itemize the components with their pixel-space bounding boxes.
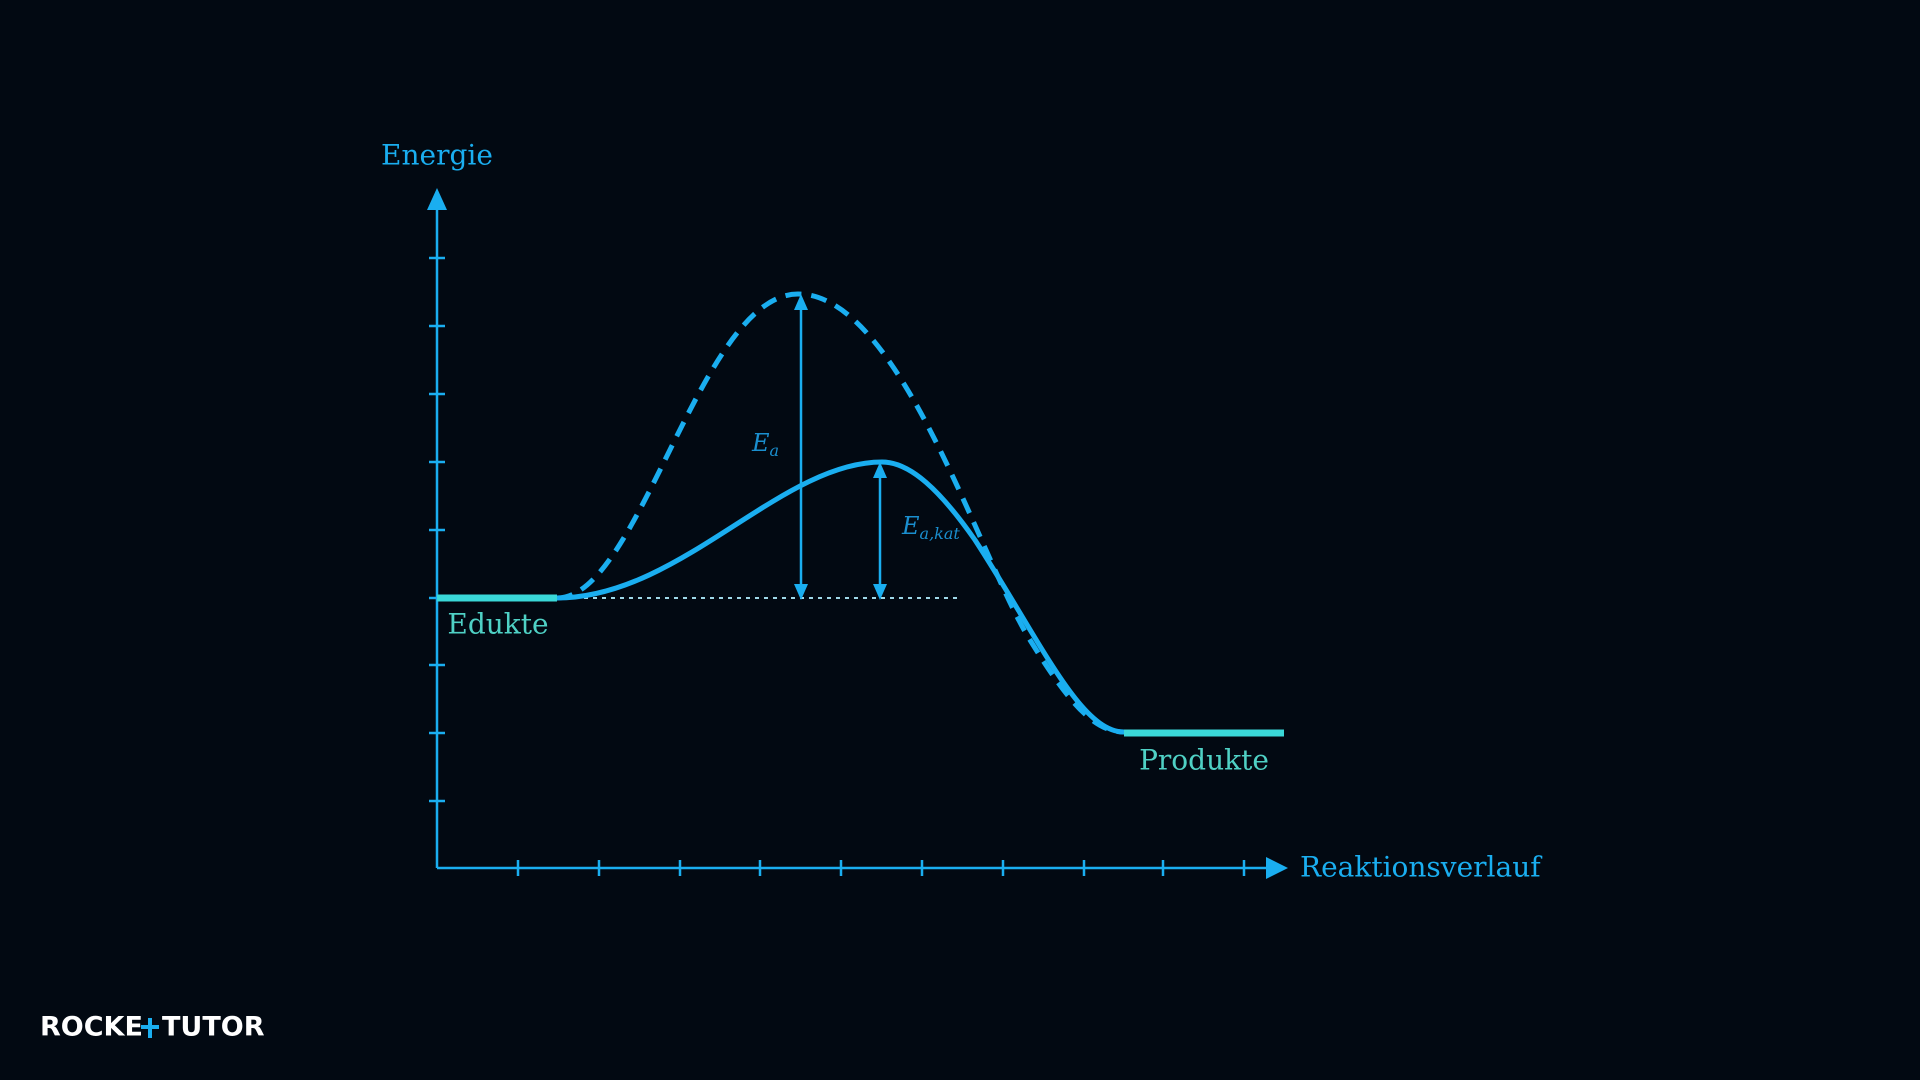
axes — [427, 188, 1288, 879]
reactants-label: Edukte — [447, 608, 548, 641]
logo: ROCKE TUTOR — [40, 1012, 265, 1043]
energy-arrows — [794, 294, 887, 600]
y-arrow — [427, 188, 447, 210]
logo-plus — [141, 1018, 159, 1038]
logo-right: TUTOR — [162, 1012, 265, 1043]
x-ticks — [516, 860, 1246, 876]
products-label: Produkte — [1139, 744, 1269, 777]
ea-sub: a — [770, 441, 780, 460]
x-axis-label: Reaktionsverlauf — [1300, 851, 1543, 884]
eakat-main: E — [901, 512, 920, 540]
y-axis-label: Energie — [381, 139, 493, 172]
eakat-sub: a,kat — [920, 524, 961, 543]
ea-main: E — [751, 429, 770, 457]
x-arrow — [1266, 857, 1288, 879]
eakat-arrowheads — [873, 462, 887, 600]
ea-label: Ea — [751, 429, 779, 460]
eakat-label: Ea,kat — [901, 512, 960, 543]
catalyzed-curve — [556, 459, 1125, 735]
logo-left: ROCKE — [40, 1012, 143, 1043]
